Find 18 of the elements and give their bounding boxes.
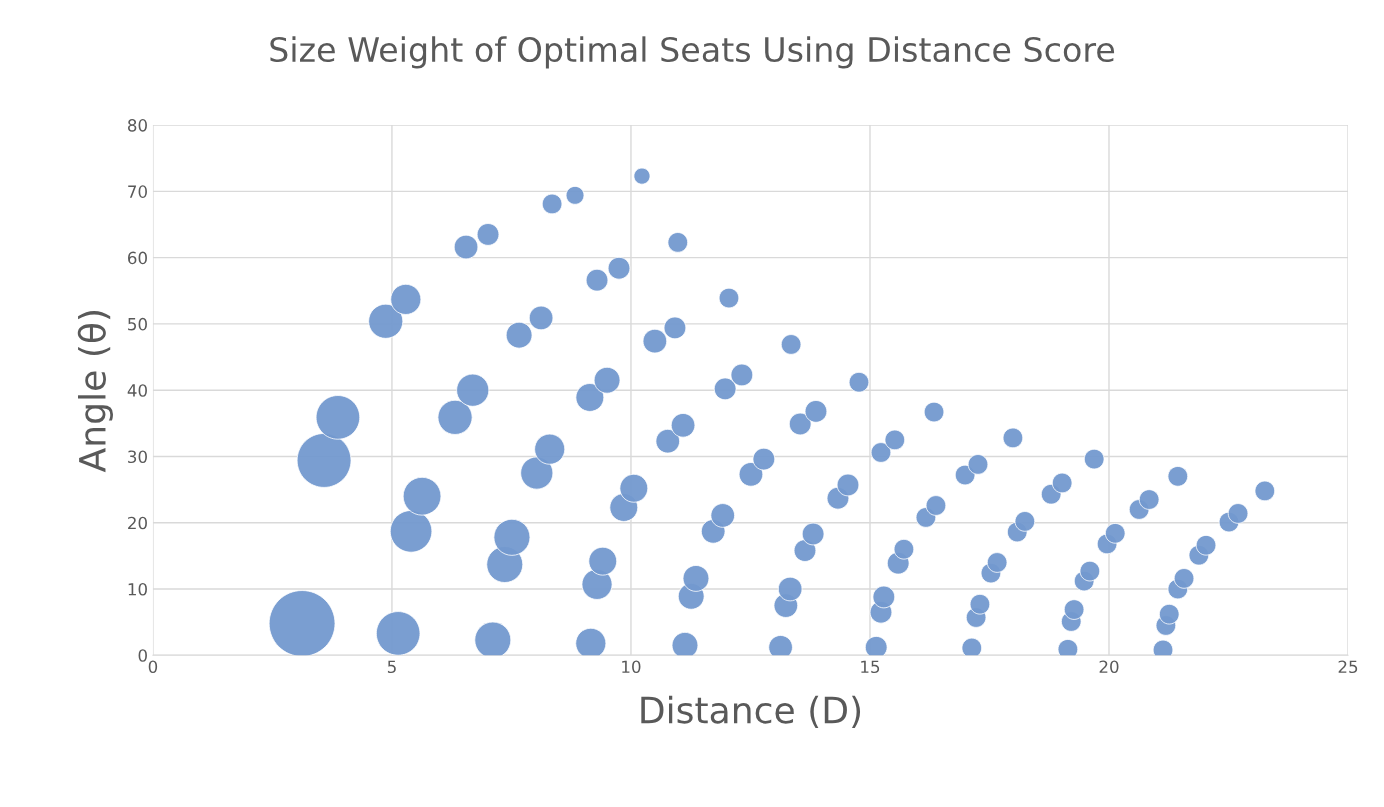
x-tick-label: 10	[622, 660, 641, 674]
x-tick-label: 25	[1338, 660, 1358, 674]
y-tick-label: 50	[128, 317, 147, 331]
y-tick-label: 70	[128, 185, 147, 198]
y-tick-label: 0	[138, 649, 147, 662]
y-tick-label: 60	[128, 251, 147, 265]
chart-title: Size Weight of Optimal Seats Using Distance Score	[270, 36, 1115, 69]
y-tick-label: 80	[127, 119, 147, 132]
y-axis-title: Angle (θ)	[77, 311, 113, 473]
y-tick-label: 40	[127, 384, 147, 397]
x-tick-label: 0	[148, 660, 158, 674]
y-tick-label: 20	[128, 516, 147, 530]
y-tick-label: 10	[128, 582, 147, 596]
x-axis-title: Distance (D)	[641, 695, 861, 728]
x-tick-label: 20	[1099, 660, 1119, 674]
x-tick-label: 15	[861, 660, 880, 674]
y-tick-label: 30	[128, 450, 147, 464]
x-tick-label: 5	[387, 660, 396, 674]
